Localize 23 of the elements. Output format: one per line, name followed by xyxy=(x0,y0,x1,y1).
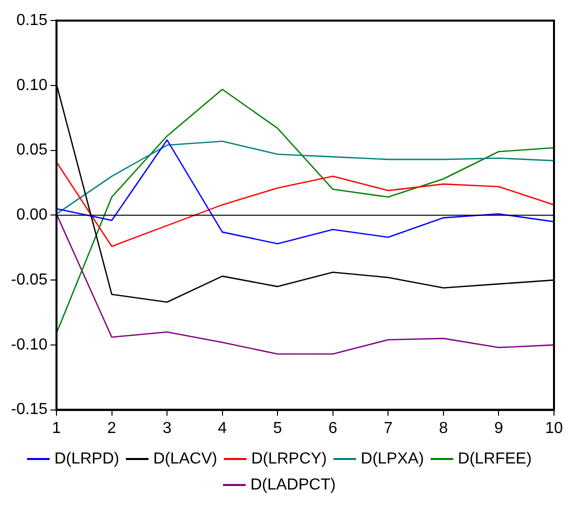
legend-label: D(LRPD) xyxy=(54,450,120,468)
x-tick-label: 5 xyxy=(273,420,282,437)
legend-label: D(LACV) xyxy=(153,450,218,468)
legend-label: D(LADPCT) xyxy=(250,476,336,494)
y-tick-label: 0.10 xyxy=(16,76,48,94)
x-tick-label: 1 xyxy=(52,420,62,437)
x-tick-label: 8 xyxy=(438,420,448,437)
x-tick-label: 2 xyxy=(107,420,116,437)
y-tick-label: -0.15 xyxy=(11,401,48,418)
y-tick-label: 0.05 xyxy=(16,142,48,159)
y-tick-label: 0.00 xyxy=(16,206,48,224)
x-tick-label: 3 xyxy=(162,420,172,437)
y-tick-label: 0.15 xyxy=(16,12,48,30)
y-tick-label: -0.10 xyxy=(11,336,48,354)
x-tick-label: 7 xyxy=(384,420,393,437)
legend-label: D(LRFEE) xyxy=(458,450,532,468)
x-tick-label: 10 xyxy=(545,420,563,437)
x-tick-label: 9 xyxy=(494,420,504,437)
x-tick-label: 4 xyxy=(218,420,227,437)
y-tick-label: -0.05 xyxy=(11,271,48,288)
x-tick-label: 6 xyxy=(328,420,338,437)
legend-label: D(LPXA) xyxy=(360,450,424,468)
legend-label: D(LRPCY) xyxy=(251,450,327,468)
